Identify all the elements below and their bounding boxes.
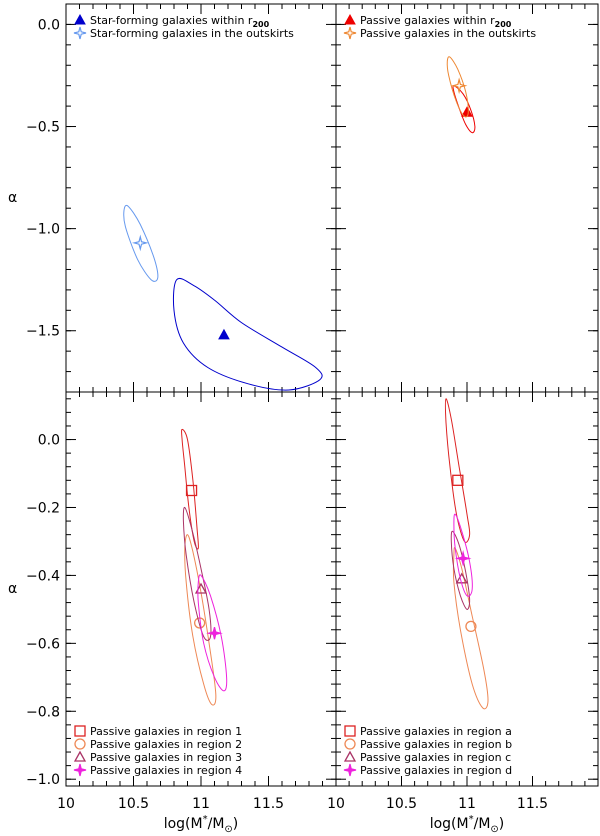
- data-point-2: [465, 620, 477, 633]
- legend-marker-2: [344, 738, 356, 750]
- x-tick-label: 10.5: [386, 796, 417, 812]
- x-tick-label: 11.5: [253, 796, 284, 812]
- contour-2: [452, 547, 489, 710]
- legend-marker-4: [73, 763, 87, 777]
- x-tick-label: 10: [327, 796, 345, 812]
- legend-marker-1: [74, 13, 86, 25]
- contour-2: [446, 56, 469, 118]
- legend-entry-3: Passive galaxies in region 3: [90, 751, 242, 764]
- x-axis-label: log(M*/M⊙): [164, 814, 239, 835]
- y-tick-label: 0.0: [38, 433, 60, 449]
- data-point-4: [454, 550, 472, 567]
- legend-marker-1: [74, 725, 86, 737]
- legend-entry-2: Passive galaxies in region b: [360, 738, 512, 751]
- legend-entry-4: Passive galaxies in region d: [360, 764, 512, 777]
- data-point-2: [131, 234, 149, 252]
- panel-bottom-right: 10 10.5 11 11.5 log(M*/M⊙) Passive galaxies i…: [327, 391, 599, 835]
- data-point-1: [452, 474, 464, 486]
- y-tick-label: −1.5: [26, 324, 60, 340]
- data-point-4: [206, 627, 223, 640]
- data-point-3: [455, 572, 468, 584]
- panel-top-left: 0.0 −0.5 −1.0 −1.5 α Star-forming galaxies wi…: [8, 3, 337, 393]
- y-tick-label: −0.5: [26, 120, 60, 136]
- x-tick-label: 11: [192, 796, 210, 812]
- data-point-1: [185, 484, 198, 497]
- legend-entry-2: Passive galaxies in the outskirts: [360, 27, 536, 40]
- contour-2: [123, 204, 159, 282]
- contour-4: [197, 574, 228, 692]
- legend-marker-2: [73, 26, 87, 40]
- legend-entry-2: Star-forming galaxies in the outskirts: [90, 27, 294, 40]
- legend-entry-1: Passive galaxies in region a: [360, 725, 512, 738]
- contour-1: [444, 398, 471, 543]
- legend-marker-1: [344, 725, 356, 737]
- data-point-3: [194, 582, 208, 594]
- legend-entry-4: Passive galaxies in region 4: [90, 764, 242, 777]
- y-tick-label: −0.6: [26, 636, 60, 652]
- x-tick-label: 10: [57, 796, 75, 812]
- contour-3: [182, 506, 212, 641]
- panel-frame: [65, 3, 337, 393]
- legend-marker-2: [343, 26, 357, 40]
- contour-4: [453, 513, 473, 597]
- y-axis-label: α: [8, 190, 17, 206]
- data-point-1: [218, 328, 230, 340]
- legend-entry-1: Star-forming galaxies within r200: [90, 14, 270, 29]
- contour-3: [450, 530, 471, 610]
- contour-1: [172, 277, 323, 391]
- x-tick-label: 11: [458, 796, 476, 812]
- y-tick-label: −0.2: [26, 500, 60, 516]
- x-tick-label: 11.5: [517, 796, 548, 812]
- contour-1: [452, 85, 476, 134]
- y-axis-label: α: [8, 581, 17, 597]
- legend-marker-4: [343, 763, 357, 777]
- legend-marker-1: [344, 13, 356, 25]
- y-tick-label: −1.0: [26, 772, 60, 788]
- y-tick-label: −1.0: [26, 222, 60, 238]
- panel-frame: [335, 3, 599, 393]
- x-axis-label: log(M*/M⊙): [430, 814, 505, 835]
- legend-marker-3: [73, 750, 87, 762]
- legend-entry-1: Passive galaxies in region 1: [90, 725, 242, 738]
- panel-bottom-left: 10 10.5 11 11.5 0.0 −0.2 −0.4 −0.6 −0.8 −1.0 α log(…: [8, 391, 337, 835]
- legend-entry-2: Passive galaxies in region 2: [90, 738, 242, 751]
- x-tick-label: 10.5: [118, 796, 149, 812]
- legend-marker-3: [343, 750, 357, 762]
- legend-marker-2: [74, 738, 86, 750]
- y-tick-label: 0.0: [38, 17, 60, 33]
- y-tick-label: −0.4: [26, 568, 60, 584]
- data-point-2: [450, 77, 468, 95]
- legend-entry-1: Passive galaxies within r200: [360, 14, 512, 29]
- legend-entry-3: Passive galaxies in region c: [360, 751, 511, 764]
- y-tick-label: −0.8: [26, 704, 60, 720]
